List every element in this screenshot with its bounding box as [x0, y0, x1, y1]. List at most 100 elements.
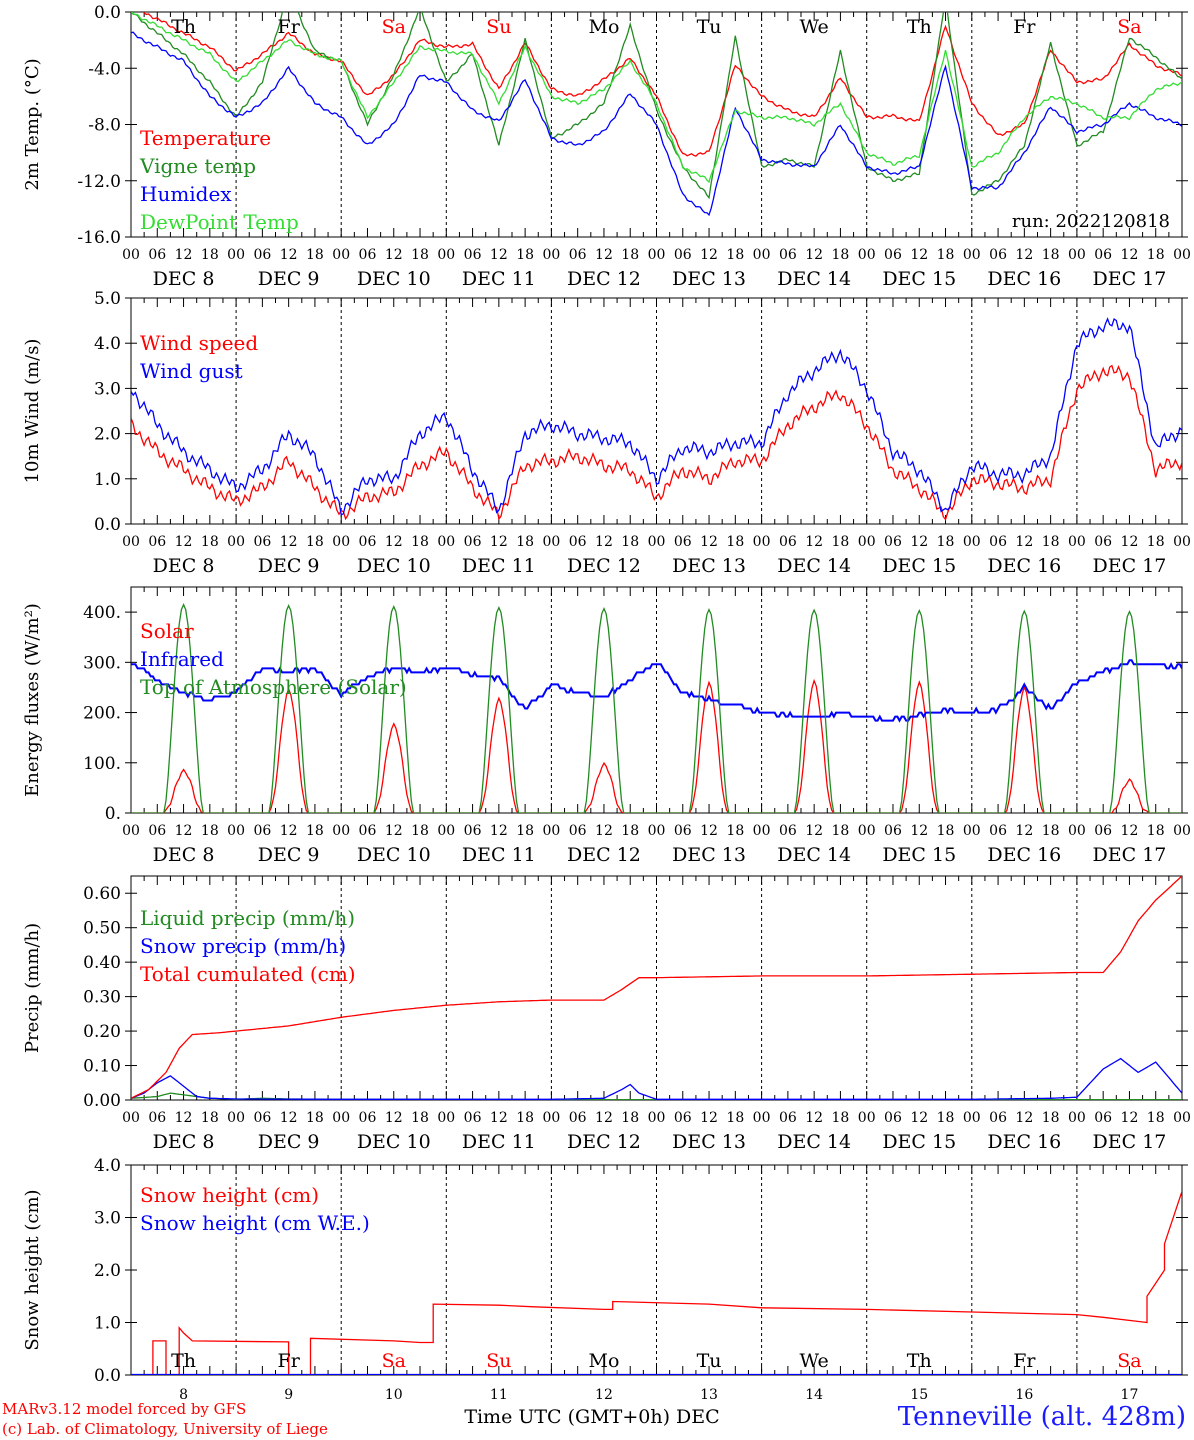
y-tick-label: 0.30 — [83, 988, 121, 1008]
x-hour-label: 12 — [385, 823, 403, 839]
y-tick-label: 4.0 — [94, 334, 121, 354]
x-hour-label: 00 — [437, 534, 455, 550]
x-hour-label: 12 — [805, 534, 823, 550]
y-tick-label: 200. — [83, 704, 121, 724]
x-hour-label: 12 — [490, 823, 508, 839]
legend-entry: Solar — [140, 619, 194, 643]
legend-entry: Temperature — [140, 126, 271, 150]
x-hour-label: 00 — [858, 534, 876, 550]
x-hour-label: 06 — [569, 534, 587, 550]
x-hour-label: 18 — [726, 823, 744, 839]
x-hour-label: 18 — [201, 534, 219, 550]
x-hour-label: 06 — [1094, 247, 1112, 263]
y-tick-label: -12.0 — [77, 172, 121, 192]
x-hour-label: 00 — [648, 534, 666, 550]
model-credit: MARv3.12 model forced by GFS — [2, 1400, 247, 1418]
series-line-vigne-temp — [131, 12, 1182, 200]
x-hour-label: 12 — [175, 823, 193, 839]
weekday-label: Su — [486, 16, 511, 38]
y-tick-label: 0. — [105, 804, 121, 824]
x-hour-label: 06 — [359, 823, 377, 839]
x-hour-label: 00 — [437, 1110, 455, 1126]
x-hour-label: 12 — [280, 1110, 298, 1126]
y-tick-label: 0.00 — [83, 1091, 121, 1111]
x-date-label: DEC 14 — [777, 844, 851, 866]
x-hour-label: 06 — [148, 1110, 166, 1126]
weekday-label: Th — [907, 16, 932, 38]
x-hour-label: 18 — [1147, 1110, 1165, 1126]
y-tick-label: 0.0 — [94, 515, 121, 535]
x-hour-label: 12 — [280, 823, 298, 839]
x-hour-label: 06 — [464, 247, 482, 263]
x-hour-label: 18 — [201, 1110, 219, 1126]
y-tick-label: 3.0 — [94, 379, 121, 399]
x-day-number: 15 — [910, 1387, 928, 1403]
x-hour-label: 18 — [1042, 247, 1060, 263]
y-tick-label: 300. — [83, 653, 121, 673]
x-hour-label: 18 — [411, 247, 429, 263]
series-line-humidex — [131, 31, 1182, 217]
x-hour-label: 06 — [674, 534, 692, 550]
x-hour-label: 00 — [753, 534, 771, 550]
x-hour-label: 00 — [542, 534, 560, 550]
series-line-snow-height-cm- — [131, 1191, 1182, 1375]
y-tick-label: 2.0 — [94, 425, 121, 445]
x-hour-label: 18 — [621, 823, 639, 839]
x-date-label: DEC 10 — [357, 555, 431, 577]
x-hour-label: 12 — [1121, 247, 1139, 263]
weekday-label: Tu — [697, 1350, 722, 1372]
x-hour-label: 18 — [306, 823, 324, 839]
x-hour-label: 18 — [937, 1110, 955, 1126]
y-tick-label: 1.0 — [94, 470, 121, 490]
x-hour-label: 06 — [569, 247, 587, 263]
x-day-number: 12 — [595, 1387, 613, 1403]
x-date-label: DEC 8 — [153, 268, 215, 290]
x-hour-label: 00 — [1068, 823, 1086, 839]
x-hour-label: 00 — [437, 247, 455, 263]
x-hour-label: 06 — [1094, 823, 1112, 839]
x-day-number: 10 — [385, 1387, 403, 1403]
x-hour-label: 18 — [201, 247, 219, 263]
weekday-label: We — [800, 1350, 829, 1372]
x-hour-label: 06 — [989, 1110, 1007, 1126]
x-date-label: DEC 16 — [987, 1131, 1061, 1153]
y-tick-label: 0.0 — [94, 1366, 121, 1386]
series-line-total-cumulated-cm- — [131, 876, 1182, 1099]
weekday-label: Tu — [697, 16, 722, 38]
x-day-number: 13 — [700, 1387, 718, 1403]
x-date-label: DEC 16 — [987, 555, 1061, 577]
x-hour-label: 18 — [621, 247, 639, 263]
x-hour-label: 00 — [227, 823, 245, 839]
x-date-label: DEC 15 — [882, 268, 956, 290]
x-date-label: DEC 17 — [1093, 268, 1167, 290]
x-hour-label: 00 — [122, 534, 140, 550]
x-hour-label: 06 — [253, 247, 271, 263]
x-day-number: 9 — [284, 1387, 293, 1403]
x-hour-label: 06 — [674, 1110, 692, 1126]
x-hour-label: 00 — [858, 823, 876, 839]
x-hour-label: 18 — [411, 1110, 429, 1126]
x-hour-label: 18 — [621, 534, 639, 550]
weekday-label: We — [800, 16, 829, 38]
x-hour-label: 00 — [963, 534, 981, 550]
x-date-label: DEC 9 — [258, 555, 320, 577]
y-tick-label: 0.10 — [83, 1057, 121, 1077]
x-hour-label: 06 — [1094, 1110, 1112, 1126]
x-hour-label: 00 — [858, 1110, 876, 1126]
x-hour-label: 00 — [332, 823, 350, 839]
x-date-label: DEC 9 — [258, 844, 320, 866]
weekday-label: Sa — [382, 1350, 406, 1372]
x-date-label: DEC 16 — [987, 844, 1061, 866]
weekday-label: Su — [486, 1350, 511, 1372]
x-hour-label: 18 — [937, 534, 955, 550]
legend-entry: Vigne temp — [139, 154, 256, 178]
x-date-label: DEC 12 — [567, 555, 641, 577]
x-hour-label: 00 — [542, 823, 560, 839]
x-hour-label: 12 — [1121, 534, 1139, 550]
x-hour-label: 00 — [227, 247, 245, 263]
x-hour-label: 00 — [648, 823, 666, 839]
x-hour-label: 06 — [779, 823, 797, 839]
x-hour-label: 18 — [1042, 534, 1060, 550]
legend-entry: Wind gust — [140, 359, 243, 383]
